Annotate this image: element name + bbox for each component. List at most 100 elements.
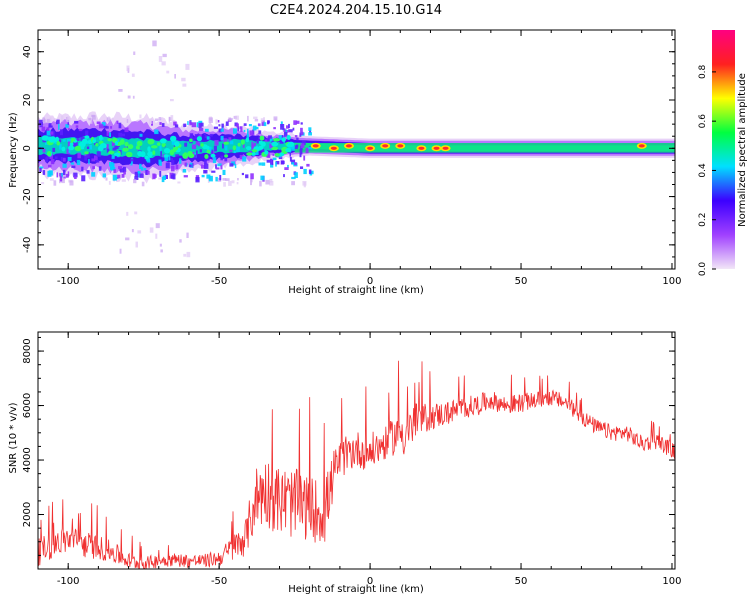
spectral-speckle [272, 153, 274, 156]
spectral-speckle [213, 145, 217, 152]
spectral-speckle [133, 179, 137, 184]
spectral-speckle [249, 130, 254, 136]
spectral-speckle [222, 178, 227, 181]
spectral-blob [125, 151, 133, 158]
spectral-speckle [255, 149, 259, 155]
y-tick-label: 2000 [22, 502, 33, 527]
spectral-blob [70, 137, 76, 142]
spectral-speckle [237, 178, 239, 181]
spectral-speckle [303, 168, 307, 175]
spectral-speckle [119, 248, 122, 254]
spectral-speckle [179, 239, 182, 243]
spectral-peak [328, 145, 339, 152]
spectral-speckle [184, 162, 187, 167]
spectral-blob [278, 152, 285, 157]
spectral-speckle [121, 133, 125, 137]
spectrogram-ylabel: Frequency (Hz) [8, 112, 19, 188]
y-tick-label: 20 [22, 94, 33, 107]
y-tick-label: 6000 [22, 393, 33, 418]
spectral-speckle [229, 149, 233, 152]
spectral-speckle [197, 142, 201, 147]
spectral-speckle [187, 121, 189, 125]
spectral-speckle [42, 148, 46, 153]
spectral-speckle [258, 130, 262, 134]
spectral-speckle [170, 166, 175, 172]
spectral-blob [271, 146, 279, 151]
colorbar-tick-label: 0.0 [698, 262, 708, 277]
spectral-speckle [59, 173, 63, 177]
spectral-speckle [231, 180, 235, 184]
spectral-speckle [289, 156, 292, 162]
spectral-speckle [268, 135, 272, 139]
spectral-speckle [59, 176, 63, 182]
spectral-speckle [161, 123, 165, 127]
spectral-speckle [92, 166, 95, 170]
spectral-speckle [251, 141, 254, 148]
spectral-speckle [229, 140, 234, 145]
spectral-speckle [96, 121, 101, 125]
spectral-speckle [81, 166, 84, 172]
colorbar-tick-label: 0.2 [698, 213, 708, 227]
spectral-speckle [281, 160, 285, 165]
spectral-speckle [127, 95, 131, 99]
spectral-blob [183, 152, 188, 157]
spectral-blob [80, 146, 85, 150]
spectral-speckle [160, 249, 163, 253]
spectral-speckle [89, 145, 92, 150]
spectral-speckle [106, 144, 109, 150]
spectral-speckle [215, 164, 217, 169]
spectral-speckle [76, 138, 80, 141]
spectral-speckle [195, 141, 199, 145]
spectral-speckle [61, 115, 64, 122]
spectral-blob [136, 140, 143, 147]
spectral-speckle [134, 211, 138, 215]
spectral-speckle [160, 150, 162, 157]
spectral-speckle [228, 137, 232, 142]
spectral-blob [122, 147, 129, 152]
spectral-speckle [191, 163, 194, 168]
spectral-speckle [125, 237, 130, 241]
spectral-speckle [302, 181, 307, 186]
spectral-speckle [233, 128, 237, 134]
spectral-speckle [84, 154, 87, 157]
spectral-speckle [208, 175, 213, 182]
spectral-speckle [158, 159, 162, 165]
spectral-speckle [48, 164, 52, 168]
spectral-speckle [189, 120, 192, 124]
spectral-speckle [126, 65, 130, 72]
y-tick-label: 0 [22, 145, 33, 151]
spectral-speckle [159, 145, 162, 152]
spectral-speckle [73, 141, 78, 146]
spectral-speckle [109, 132, 111, 137]
spectral-speckle [239, 126, 242, 129]
spectral-speckle [76, 159, 81, 166]
spectral-speckle [146, 159, 151, 163]
spectral-speckle [199, 149, 202, 153]
spectral-speckle [242, 142, 245, 148]
figure-title: C2E4.2024.204.15.10.G14 [270, 3, 442, 18]
spectral-speckle [130, 163, 133, 166]
spectral-blob [98, 145, 104, 152]
spectral-speckle [272, 157, 277, 161]
spectral-blob [74, 145, 82, 152]
spectral-speckle [221, 123, 224, 128]
spectral-blob [200, 143, 204, 147]
spectral-blob [47, 151, 52, 157]
spectral-blob [135, 145, 140, 150]
spectral-speckle [94, 155, 98, 161]
spectral-blob [55, 136, 59, 142]
spectral-speckle [155, 223, 160, 229]
spectral-speckle [48, 123, 52, 127]
spectral-speckle [279, 140, 284, 144]
spectral-speckle [84, 155, 87, 161]
spectral-speckle [269, 181, 274, 186]
colorbar-tick-label: 0.4 [698, 163, 708, 178]
spectral-speckle [183, 123, 187, 128]
spectral-speckle [269, 178, 273, 183]
spectral-peak [380, 142, 391, 149]
spectral-speckle [171, 138, 176, 145]
spectral-speckle [191, 122, 197, 128]
spectral-speckle [267, 137, 270, 142]
spectral-speckle [220, 135, 224, 141]
spectral-speckle [234, 164, 237, 169]
